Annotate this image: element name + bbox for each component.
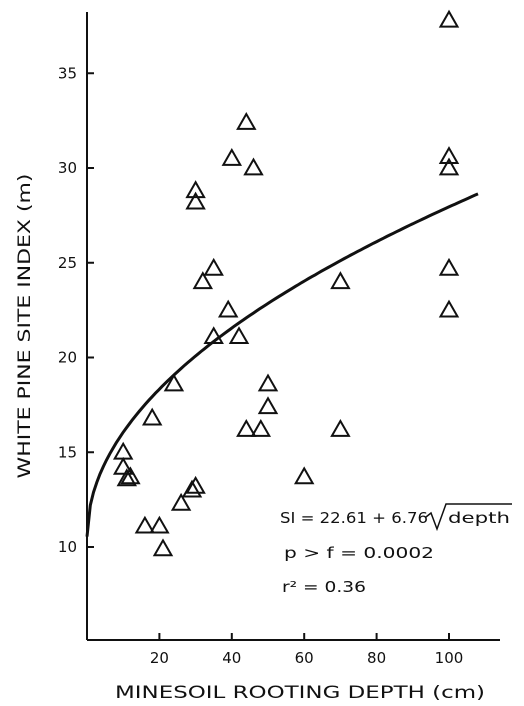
data-point — [120, 466, 141, 485]
data-point — [236, 418, 257, 437]
data-point — [185, 191, 206, 210]
y-tick-label: 30 — [58, 159, 77, 177]
radical-sign — [425, 503, 512, 532]
y-tick-label: 35 — [58, 64, 77, 82]
data-point — [257, 396, 279, 415]
data-point — [293, 466, 315, 485]
data-point — [192, 271, 214, 290]
x-axis-title: MINESOIL ROOTING DEPTH (cm) — [115, 683, 485, 703]
data-point — [152, 538, 174, 557]
data-point — [236, 111, 257, 130]
data-point — [116, 468, 138, 487]
data-point — [330, 271, 351, 290]
x-tick-label: 100 — [435, 649, 464, 667]
y-tick-label: 10 — [58, 538, 77, 556]
x-tick-label: 20 — [150, 649, 169, 667]
data-point — [112, 456, 134, 475]
data-point — [134, 515, 156, 534]
x-tick-label: 80 — [367, 649, 386, 667]
regression-curve — [85, 192, 479, 537]
data-point — [330, 418, 351, 437]
data-point — [185, 180, 206, 199]
data-points — [112, 9, 460, 557]
r-squared-text: r² = 0.36 — [282, 578, 366, 596]
data-point — [438, 157, 460, 176]
data-point — [250, 418, 272, 437]
data-point — [438, 146, 460, 164]
data-point — [185, 475, 206, 494]
x-tick-label: 60 — [295, 649, 314, 667]
y-tick-label: 15 — [58, 443, 77, 461]
fit-annotations: SI = 22.61 + 6.76 depth p > f = 0.0002 r… — [280, 503, 512, 596]
data-point — [438, 299, 460, 318]
y-tick-label: 25 — [58, 254, 77, 272]
equation-prefix: SI = 22.61 + 6.76 — [280, 509, 428, 527]
data-point — [149, 515, 170, 534]
data-point — [228, 326, 250, 344]
data-point — [112, 441, 134, 460]
data-point — [203, 326, 224, 344]
data-point — [257, 373, 279, 392]
data-point — [243, 157, 264, 176]
data-point — [181, 479, 203, 498]
data-point — [163, 373, 185, 392]
axis-ticks: 20 40 60 80 100 10 15 20 25 30 35 — [58, 64, 463, 667]
x-tick-label: 40 — [222, 649, 241, 667]
equation-radicand: depth — [448, 509, 510, 527]
data-point — [438, 9, 460, 28]
data-point — [438, 257, 460, 276]
data-point — [221, 147, 243, 166]
p-value-text: p > f = 0.0002 — [284, 544, 434, 562]
y-axis-title: WHITE PINE SITE INDEX (m) — [15, 174, 35, 479]
data-point — [141, 407, 163, 426]
data-point — [170, 492, 192, 511]
data-point — [203, 257, 224, 276]
data-point — [217, 299, 239, 318]
y-tick-label: 20 — [58, 349, 77, 367]
